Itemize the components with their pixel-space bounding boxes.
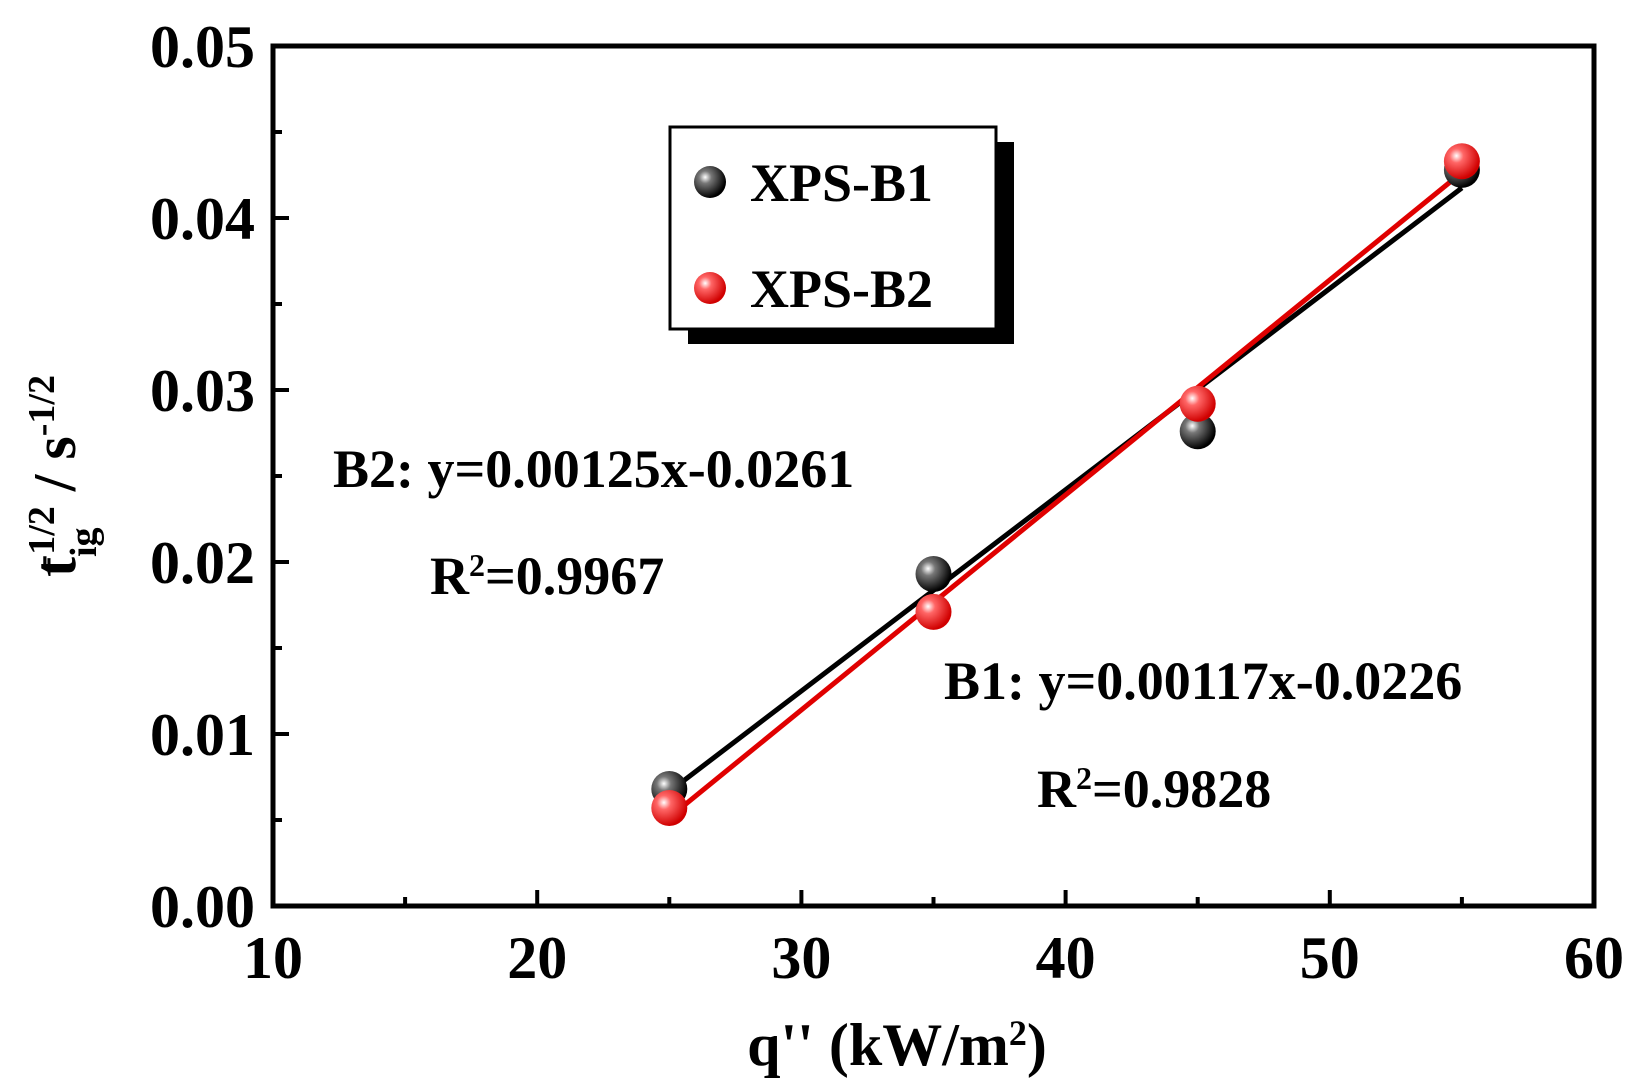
y-tick-label: 0.02: [150, 530, 255, 596]
y-axis-title-sup: -1/2: [21, 506, 63, 567]
data-points: [651, 143, 1480, 826]
point-xps-b1: [915, 556, 952, 593]
x-tick-label: 40: [1036, 925, 1096, 991]
y-axis-title-sub: ig: [63, 527, 105, 557]
point-xps-b2: [1179, 385, 1216, 422]
annotation-b1-r2-prefix: R: [1037, 759, 1077, 819]
legend-marker-xps-b2: [694, 272, 726, 304]
annotation-b1-r2: R2=0.9828: [1037, 759, 1271, 819]
point-xps-b1: [1179, 413, 1216, 450]
annotation-b2-r2-sup: 2: [469, 547, 485, 583]
y-tick-label: 0.04: [150, 186, 255, 252]
x-axis-title-sup: 2: [1009, 1013, 1027, 1053]
x-tick-label: 30: [771, 925, 831, 991]
y-tick-label: 0.03: [150, 358, 255, 424]
y-axis-title-main: t: [22, 557, 88, 577]
x-tick-label: 50: [1300, 925, 1360, 991]
legend-label-xps-b1: XPS-B1: [750, 153, 933, 213]
y-axis-title-sup2: -1/2: [21, 375, 63, 436]
x-tick-label: 60: [1564, 925, 1624, 991]
y-axis-tick-labels: 0.00 0.01 0.02 0.03 0.04 0.05: [150, 14, 255, 940]
annotation-b1-r2-sup: 2: [1076, 760, 1092, 796]
fit-line-xps-b2: [667, 170, 1464, 820]
x-axis-title-end: ): [1027, 1012, 1047, 1078]
annotation-b1-r2-value: =0.9828: [1092, 759, 1271, 819]
y-axis-ticks: [273, 44, 289, 908]
x-axis-title: q'' (kW/m2): [747, 1012, 1047, 1078]
y-tick-label: 0.00: [150, 874, 255, 940]
annotation-b2-r2-prefix: R: [430, 546, 470, 606]
annotation-b1-equation: B1: y=0.00117x-0.0226: [944, 651, 1462, 711]
x-axis-ticks: [271, 890, 1596, 906]
point-xps-b2: [1443, 143, 1480, 180]
point-xps-b2: [915, 593, 952, 630]
y-axis-title: tig-1/2 / s-1/2: [21, 375, 105, 577]
x-axis-tick-labels: 10 20 30 40 50 60: [243, 925, 1624, 991]
fit-line-xps-b1: [667, 185, 1464, 794]
annotation-b2-r2: R2=0.9967: [430, 546, 664, 606]
fit-lines: [667, 170, 1464, 820]
x-axis-title-main: q'' (kW/m: [747, 1012, 1009, 1078]
point-xps-b2: [651, 789, 688, 826]
annotation-b2-r2-value: =0.9967: [485, 546, 664, 606]
y-axis-title-mid: / s: [22, 436, 88, 506]
x-tick-label: 10: [243, 925, 303, 991]
y-tick-label: 0.01: [150, 702, 255, 768]
legend: XPS-B1 XPS-B2: [668, 125, 1014, 344]
x-tick-label: 20: [507, 925, 567, 991]
legend-marker-xps-b1: [694, 166, 726, 198]
annotation-b2-equation: B2: y=0.00125x-0.0261: [333, 439, 854, 499]
legend-label-xps-b2: XPS-B2: [750, 259, 933, 319]
legend-box: [668, 125, 998, 331]
y-tick-label: 0.05: [150, 14, 255, 80]
